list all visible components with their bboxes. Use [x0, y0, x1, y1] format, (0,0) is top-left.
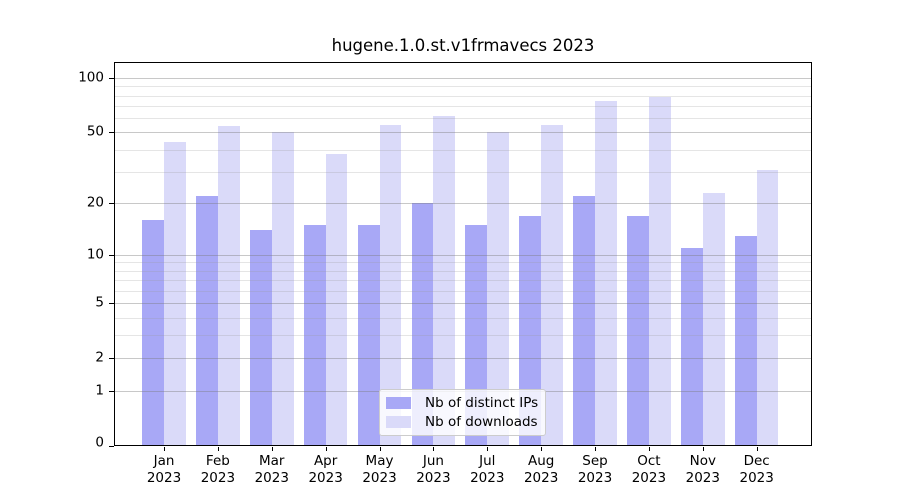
legend: Nb of distinct IPs Nb of downloads	[379, 389, 546, 436]
y-tick-label-10: 10	[86, 246, 104, 263]
major-gridline-50	[115, 132, 811, 134]
y-tick-20	[109, 203, 114, 205]
bar-distinct-ips-dec	[734, 235, 757, 446]
bar-downloads-aug	[541, 125, 563, 446]
y-tick-1	[109, 390, 114, 392]
legend-label-downloads: Nb of downloads	[425, 414, 538, 430]
bar-distinct-ips-jan	[142, 220, 164, 446]
x-tick-label-jun: Jun 2023	[416, 453, 451, 486]
x-tick-sep	[595, 447, 597, 451]
major-gridline-20	[115, 203, 811, 205]
major-gridline-100	[115, 78, 811, 79]
legend-item-downloads: Nb of downloads	[386, 414, 539, 430]
x-tick-oct	[648, 447, 650, 451]
x-tick-nov	[702, 447, 704, 451]
y-tick-5	[109, 303, 114, 305]
legend-item-distinct-ips: Nb of distinct IPs	[386, 395, 539, 411]
bar-distinct-ips-oct	[627, 215, 649, 446]
minor-gridline-60	[115, 118, 811, 120]
bar-distinct-ips-sep	[573, 195, 596, 446]
x-tick-mar	[271, 447, 273, 451]
major-gridline-10	[115, 254, 811, 256]
bar-downloads-dec	[756, 169, 779, 446]
bar-downloads-apr	[325, 153, 348, 446]
x-tick-label-may: May 2023	[362, 453, 397, 486]
y-tick-100	[109, 78, 114, 79]
x-tick-jan	[164, 447, 165, 451]
y-tick-label-0: 0	[95, 434, 104, 451]
x-tick-label-jan: Jan 2023	[146, 453, 182, 486]
minor-gridline-7	[115, 280, 811, 282]
bar-distinct-ips-jun	[411, 203, 434, 446]
bar-downloads-jul	[487, 132, 510, 446]
legend-label-distinct-ips: Nb of distinct IPs	[425, 395, 539, 411]
y-tick-2	[109, 358, 114, 360]
bar-downloads-oct	[648, 96, 671, 446]
x-tick-aug	[541, 447, 543, 451]
minor-gridline-3	[115, 335, 811, 337]
x-tick-label-feb: Feb 2023	[200, 453, 236, 486]
minor-gridline-6	[115, 290, 811, 292]
y-tick-label-5: 5	[95, 294, 104, 311]
x-tick-may	[379, 447, 381, 451]
bar-distinct-ips-apr	[303, 224, 326, 446]
y-tick-10	[109, 254, 114, 256]
bar-distinct-ips-feb	[196, 195, 218, 446]
bar-distinct-ips-aug	[519, 215, 542, 446]
bar-downloads-jan	[164, 142, 186, 446]
y-tick-50	[109, 132, 114, 134]
y-tick-label-100: 100	[78, 69, 104, 86]
minor-gridline-90	[115, 86, 811, 88]
x-tick-label-dec: Dec 2023	[739, 453, 774, 486]
minor-gridline-80	[115, 95, 811, 97]
x-tick-label-apr: Apr 2023	[308, 453, 343, 486]
y-tick-label-1: 1	[95, 381, 104, 398]
x-tick-label-sep: Sep 2023	[577, 453, 613, 486]
minor-gridline-9	[115, 262, 811, 264]
y-tick-label-2: 2	[95, 349, 104, 366]
x-tick-label-mar: Mar 2023	[254, 453, 289, 486]
bar-distinct-ips-mar	[249, 230, 272, 446]
x-tick-jun	[433, 447, 435, 451]
bar-distinct-ips-nov	[681, 247, 703, 446]
x-tick-label-nov: Nov 2023	[685, 453, 720, 486]
x-tick-dec	[756, 447, 758, 451]
minor-gridline-70	[115, 106, 811, 108]
x-tick-label-jul: Jul 2023	[470, 453, 505, 486]
bar-downloads-nov	[702, 192, 725, 446]
major-gridline-5	[115, 303, 811, 305]
x-tick-label-oct: Oct 2023	[631, 453, 667, 486]
bar-downloads-mar	[271, 132, 294, 446]
y-tick-0	[109, 446, 114, 447]
legend-swatch-distinct-ips	[386, 396, 411, 410]
bar-downloads-may	[379, 125, 402, 446]
bar-distinct-ips-may	[357, 224, 380, 446]
minor-gridline-8	[115, 270, 811, 272]
x-tick-label-aug: Aug 2023	[523, 453, 559, 486]
bar-downloads-jun	[433, 115, 456, 446]
x-tick-apr	[325, 447, 327, 451]
y-tick-label-50: 50	[86, 123, 104, 140]
bar-downloads-feb	[217, 126, 240, 446]
chart-title: hugene.1.0.st.v1frmavecs 2023	[331, 36, 595, 55]
minor-gridline-40	[115, 149, 811, 151]
bar-downloads-sep	[595, 100, 617, 446]
minor-gridline-4	[115, 317, 811, 319]
x-tick-feb	[217, 447, 219, 451]
y-tick-label-20: 20	[86, 194, 104, 211]
x-tick-jul	[487, 447, 489, 451]
major-gridline-2	[115, 358, 811, 360]
legend-swatch-downloads	[386, 415, 411, 429]
minor-gridline-30	[115, 172, 811, 174]
